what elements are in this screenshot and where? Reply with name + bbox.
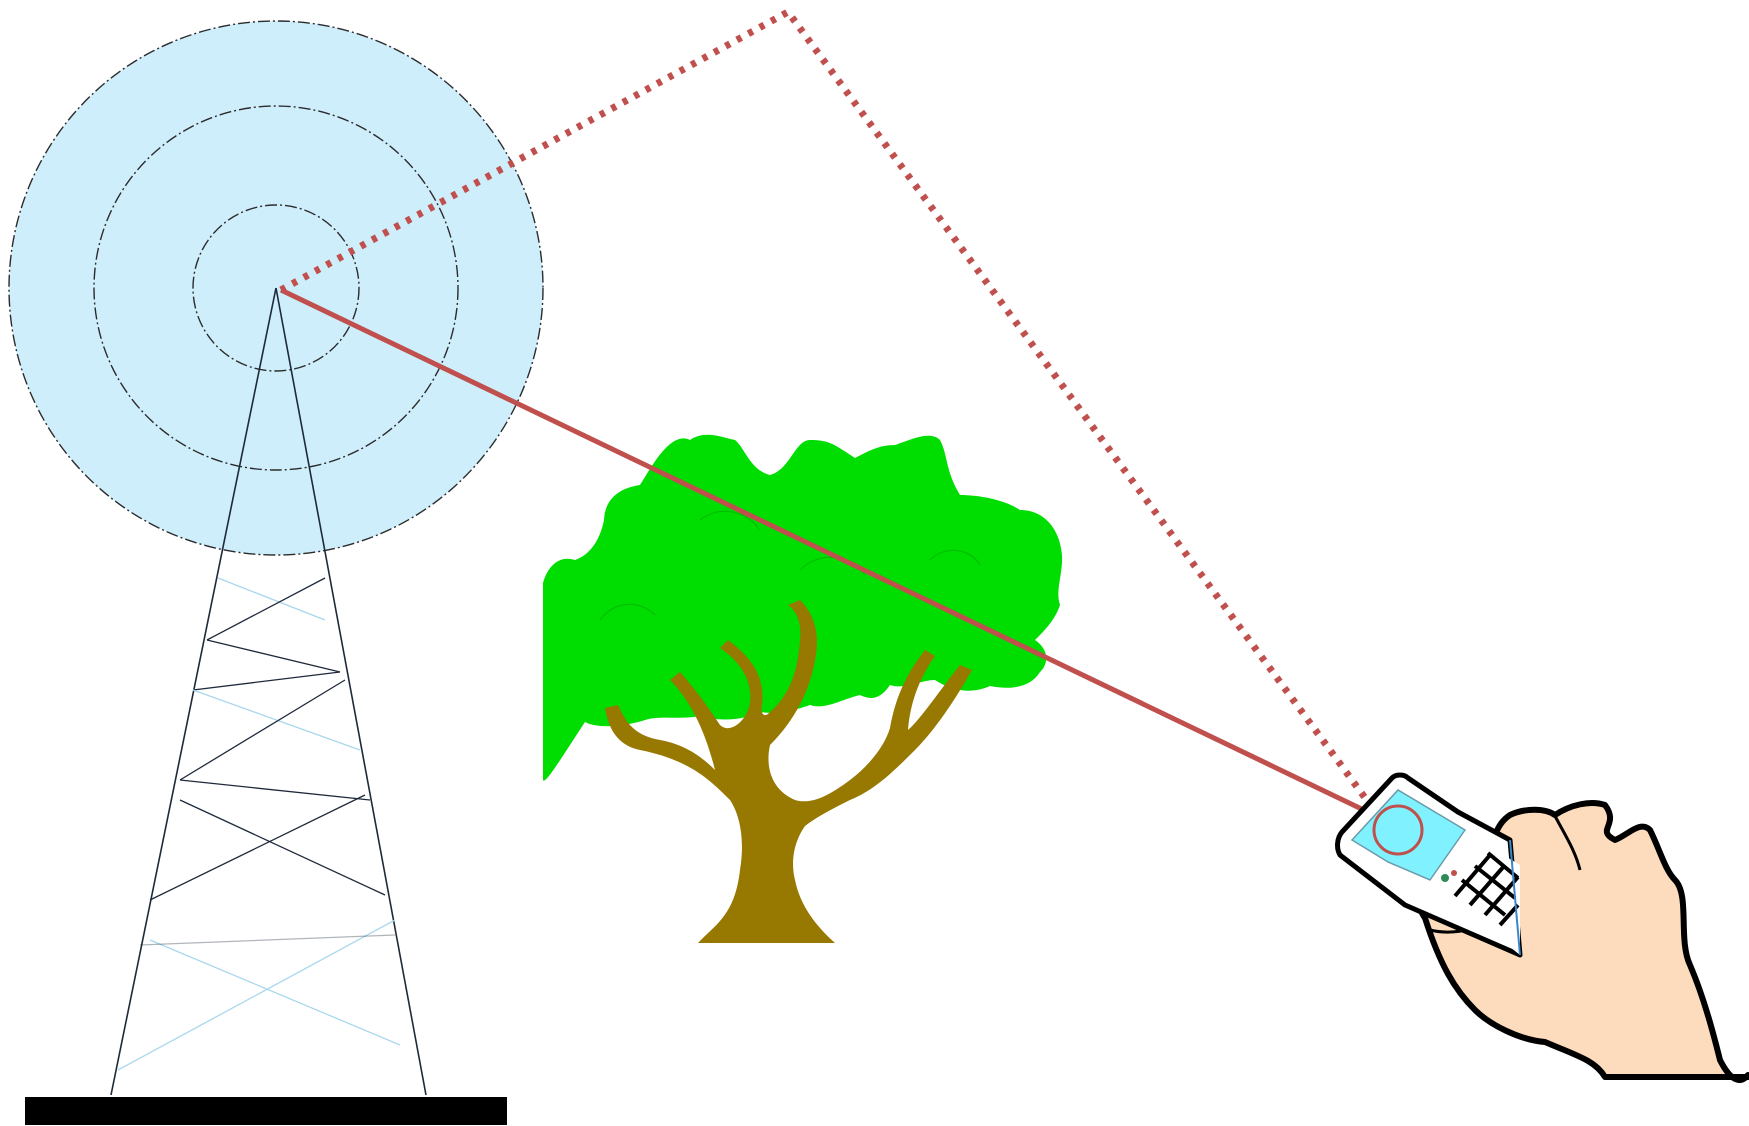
tower-base xyxy=(25,1097,507,1125)
reflected-multipath xyxy=(279,7,1388,828)
finger-crease xyxy=(1553,815,1582,871)
line-of-sight xyxy=(279,287,1397,828)
phone-status-light-red xyxy=(1451,870,1457,876)
tree-trunk xyxy=(605,600,972,943)
coverage-inner-ring xyxy=(192,204,360,372)
tower-right-leg xyxy=(275,287,427,1096)
coverage-middle-ring xyxy=(93,105,459,471)
tower-left-leg xyxy=(110,287,277,1096)
mobile-phone-icon xyxy=(1335,772,1523,958)
phone-signal-target xyxy=(1372,804,1424,856)
phone-side-edge xyxy=(1509,839,1521,956)
tower-bracing xyxy=(117,577,401,1071)
signal-paths xyxy=(279,7,1397,828)
phone-status-light-green xyxy=(1441,874,1449,882)
radio-tower-icon xyxy=(25,287,507,1125)
tree-obstacle-icon xyxy=(543,434,1063,943)
